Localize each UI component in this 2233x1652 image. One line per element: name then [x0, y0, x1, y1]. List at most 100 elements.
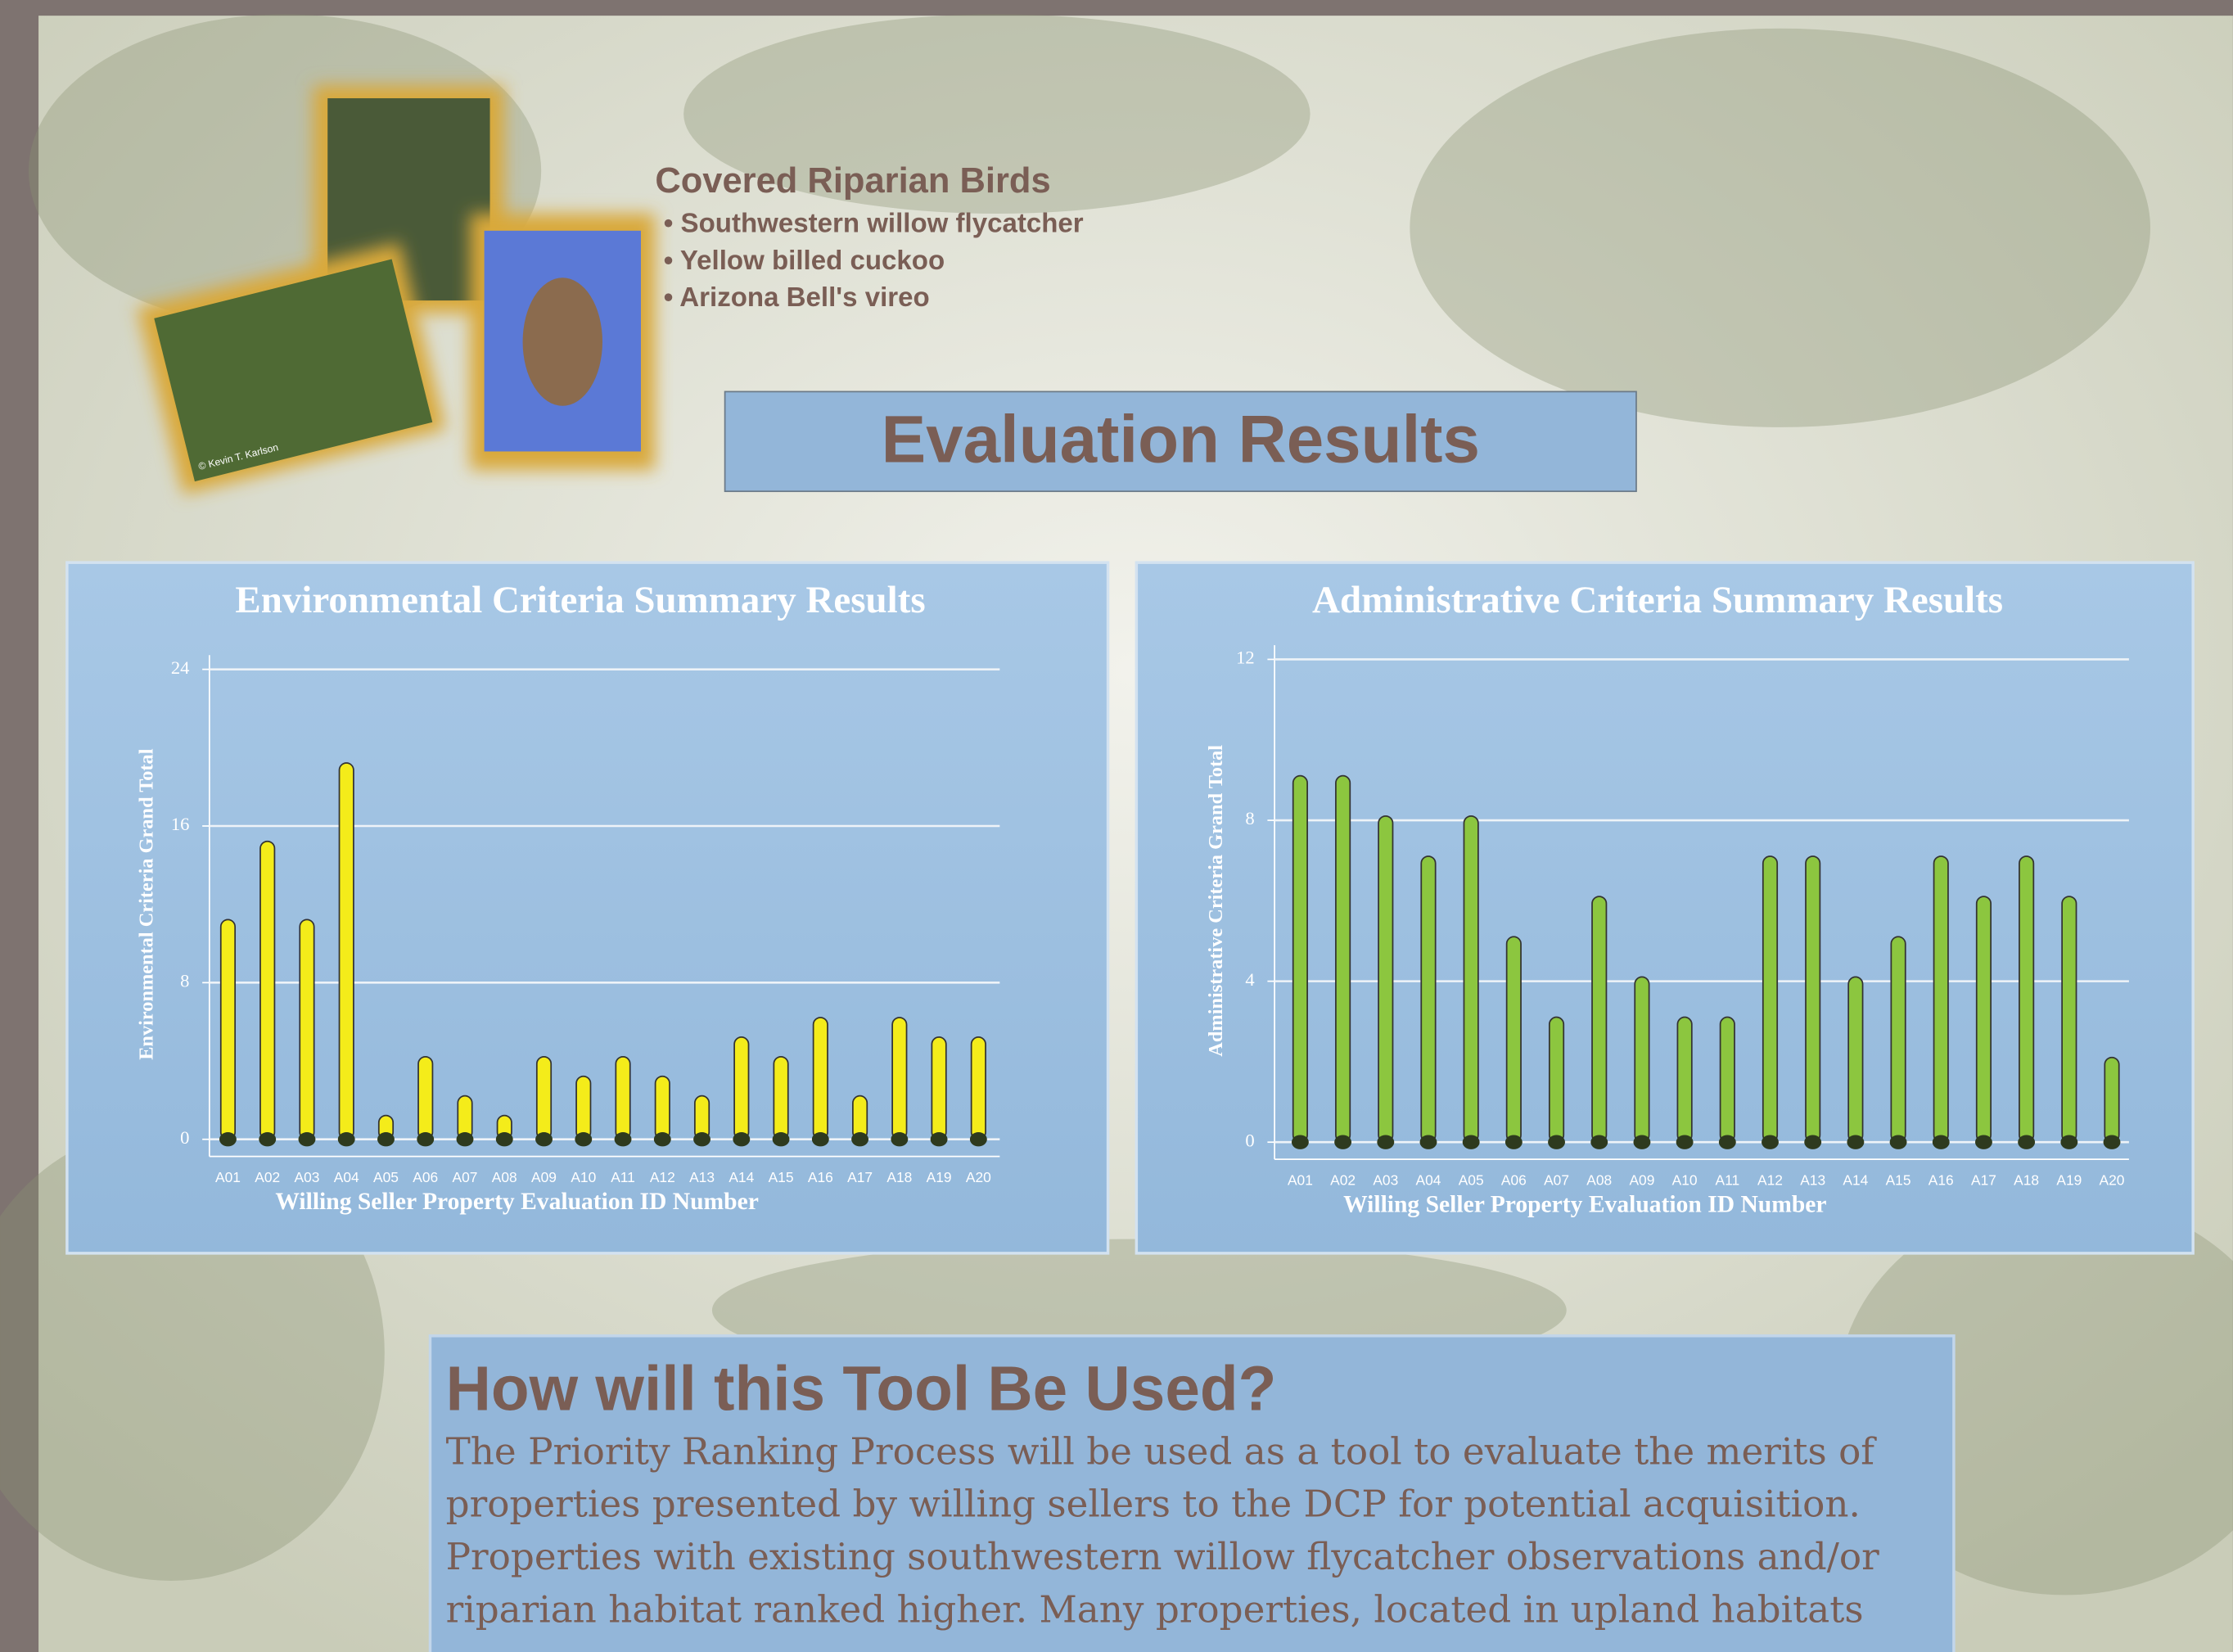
bar [1335, 774, 1351, 1144]
bar-base [693, 1132, 710, 1147]
x-tick-label: A16 [808, 1169, 833, 1185]
bar [1975, 896, 1992, 1144]
bar-base [930, 1132, 948, 1147]
bar [1805, 855, 1821, 1144]
bar [259, 840, 276, 1140]
x-tick-label: A12 [650, 1169, 675, 1185]
y-axis-label: Administrative Criteria Grand Total [1205, 745, 1227, 1057]
y-tick-label: 0 [180, 1127, 189, 1148]
bar-base [1291, 1135, 1309, 1149]
x-tick-label: A09 [531, 1169, 557, 1185]
bar-base [1889, 1135, 1907, 1149]
x-tick-label: A18 [2014, 1171, 2039, 1188]
bar [1933, 855, 1949, 1144]
bar-base [1847, 1135, 1865, 1149]
bird-item: • Southwestern willow flycatcher [664, 209, 1084, 239]
chart-title: Environmental Criteria Summary Results [235, 578, 926, 621]
x-tick-label: A15 [769, 1169, 794, 1185]
bar-base [653, 1132, 671, 1147]
x-tick-label: A13 [689, 1169, 715, 1185]
x-tick-label: A07 [453, 1169, 478, 1185]
bar-base [575, 1132, 593, 1147]
bar-base [2103, 1135, 2121, 1149]
bar-base [2060, 1135, 2078, 1149]
x-tick-label: A19 [927, 1169, 952, 1185]
bar-base [1676, 1135, 1694, 1149]
x-tick-label: A06 [1501, 1171, 1527, 1188]
x-tick-label: A05 [373, 1169, 399, 1185]
bar-base [733, 1132, 751, 1147]
bar-base [495, 1132, 513, 1147]
x-tick-label: A17 [1971, 1171, 1996, 1188]
y-tick-label: 16 [171, 814, 190, 834]
y-tick-label: 8 [180, 971, 189, 991]
bar [812, 1017, 828, 1140]
bar [1292, 774, 1308, 1144]
y-axis-label: Environmental Criteria Grand Total [136, 748, 158, 1060]
bar [970, 1036, 986, 1140]
x-tick-label: A02 [1330, 1171, 1356, 1188]
bird-photos: © Kevin T. Karlson [137, 85, 656, 495]
bar-base [1377, 1135, 1395, 1149]
bar [733, 1036, 750, 1140]
y-tick-label: 8 [1245, 808, 1254, 828]
bar [1420, 855, 1437, 1144]
bar-base [891, 1132, 909, 1147]
bar [535, 1055, 553, 1140]
tool-body: The Priority Ranking Process will be use… [445, 1431, 1879, 1632]
bar-base [811, 1132, 829, 1147]
bar [2061, 896, 2077, 1144]
x-tick-label: A05 [1459, 1171, 1484, 1188]
x-tick-label: A02 [255, 1169, 280, 1185]
bar-base [1334, 1135, 1352, 1149]
bar [615, 1055, 631, 1140]
bar [417, 1055, 434, 1140]
bar-base [377, 1132, 395, 1147]
bar [2104, 1056, 2120, 1144]
x-tick-label: A01 [215, 1169, 241, 1185]
x-tick-label: A10 [571, 1169, 596, 1185]
bar [299, 919, 315, 1140]
x-tick-label: A14 [1843, 1171, 1868, 1188]
bar-base [1462, 1135, 1480, 1149]
bar-base [1548, 1135, 1565, 1149]
tool-heading: How will this Tool Be Used? [446, 1354, 1277, 1424]
x-tick-label: A12 [1757, 1171, 1783, 1188]
bar [338, 762, 354, 1140]
bar-base [1975, 1135, 1992, 1149]
x-tick-label: A16 [1929, 1171, 1954, 1188]
x-tick-label: A20 [966, 1169, 991, 1185]
bar [1463, 815, 1479, 1144]
bar [1548, 1016, 1565, 1144]
x-tick-label: A07 [1544, 1171, 1569, 1188]
bar-base [1504, 1135, 1522, 1149]
bar [2019, 855, 2035, 1144]
bar-base [1633, 1135, 1651, 1149]
bird-item: • Arizona Bell's vireo [664, 282, 930, 313]
chart-title-wrap: Environmental Criteria Summary Results [235, 578, 926, 621]
y-tick-label: 12 [1236, 648, 1255, 668]
bar-base [969, 1132, 987, 1147]
bar [1591, 896, 1608, 1144]
bar-base [1762, 1135, 1779, 1149]
bar-base [298, 1132, 316, 1147]
bar-base [851, 1132, 869, 1147]
bar-base [1804, 1135, 1822, 1149]
x-tick-label: A15 [1886, 1171, 1911, 1188]
x-tick-label: A10 [1672, 1171, 1698, 1188]
x-tick-label: A13 [1800, 1171, 1825, 1188]
section-box [724, 390, 1637, 493]
y-tick-label: 24 [171, 657, 190, 678]
x-tick-label: A11 [1715, 1171, 1739, 1188]
x-tick-label: A08 [492, 1169, 517, 1185]
x-tick-label: A01 [1288, 1171, 1313, 1188]
section-title: Evaluation Results [882, 402, 1480, 476]
bar [1634, 976, 1650, 1144]
bar-base [614, 1132, 632, 1147]
bar-base [219, 1132, 237, 1147]
x-tick-label: A09 [1629, 1171, 1654, 1188]
x-tick-label: A14 [729, 1169, 754, 1185]
bird-item: • Yellow billed cuckoo [664, 246, 945, 276]
